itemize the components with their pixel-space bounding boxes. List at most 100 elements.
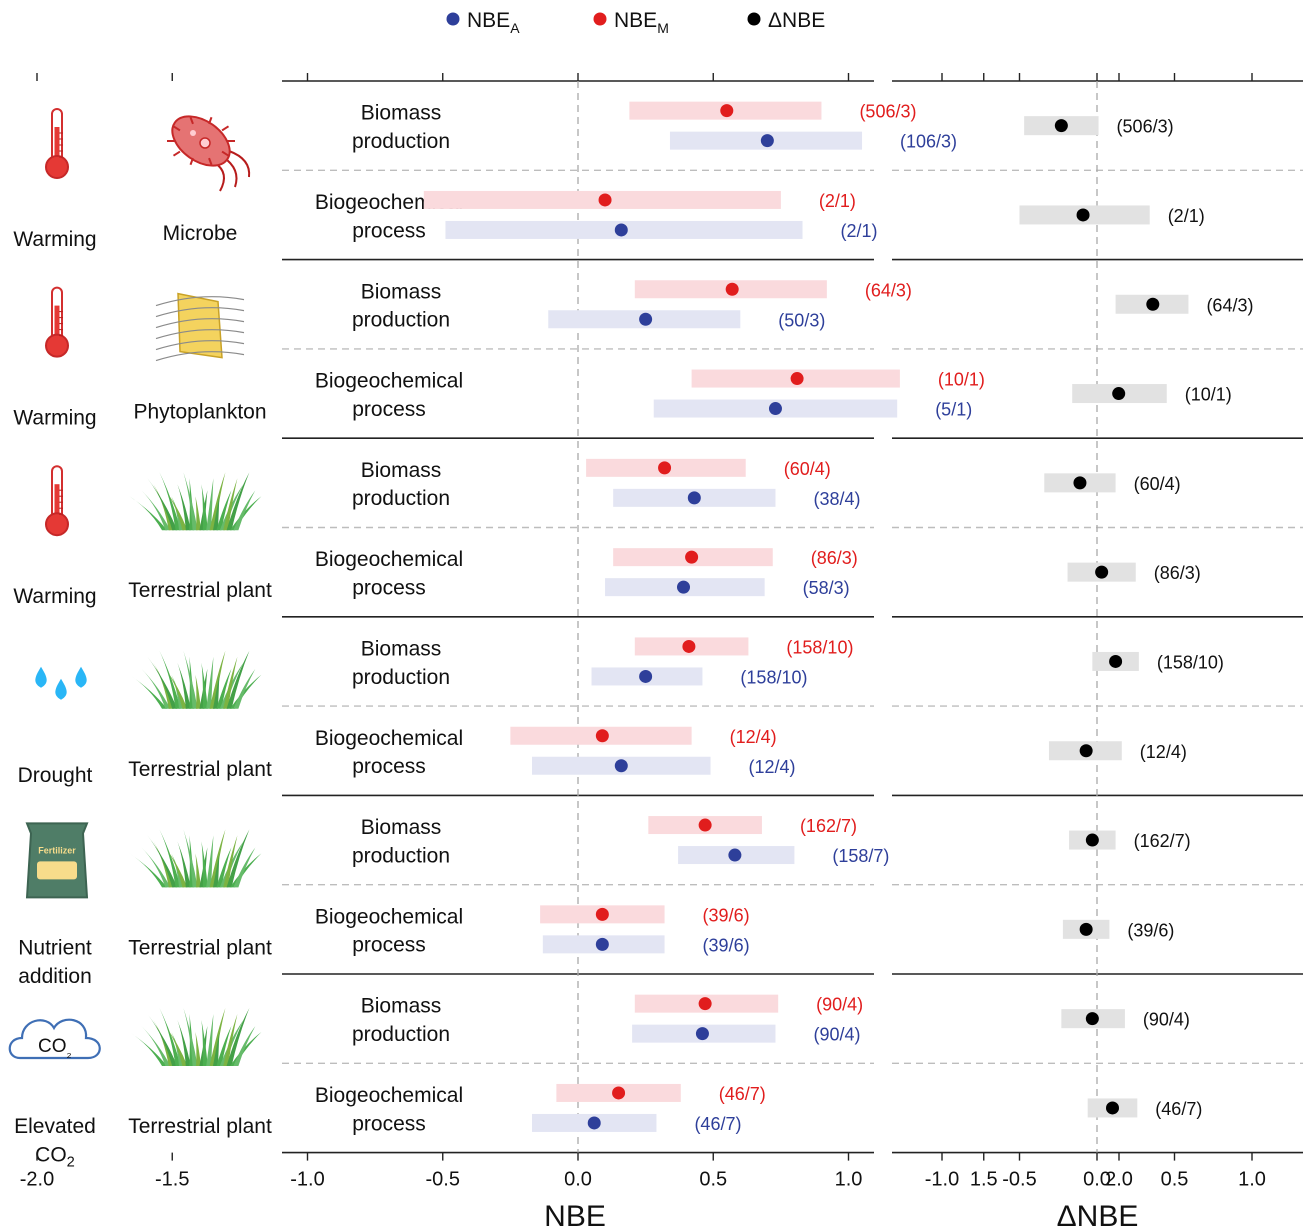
legend-label: NBEA bbox=[467, 9, 520, 36]
sample-size-label: (2/1) bbox=[819, 191, 856, 211]
estimate-point bbox=[639, 669, 653, 683]
estimate-point bbox=[1085, 1012, 1099, 1026]
delta-nbe-panel: -1.0 -0.5 0.0 0.5 1.0ΔNBE(506/3)(2/1)(64/3)(… bbox=[892, 73, 1303, 1230]
estimate-point bbox=[698, 818, 712, 832]
sample-size-label: (506/3) bbox=[1117, 117, 1174, 137]
sample-size-label: (58/3) bbox=[803, 578, 850, 598]
response-type-label: Biogeochemical process bbox=[315, 370, 463, 421]
estimate-point bbox=[725, 282, 739, 296]
fertilizer-bag-icon: Fertilizer bbox=[25, 822, 89, 899]
nbe-panel: -2.0 -1.5 -1.0 -0.5 0.0 0.5 1.0 1.5 2.0 NBE (506/3… bbox=[20, 73, 1133, 1230]
series-nbem: (506/3) (2/1) (64/3) (10/1) (60/4) (86/3) (158… bbox=[423, 101, 985, 1104]
sample-size-label: (86/3) bbox=[1154, 563, 1201, 583]
estimate-point bbox=[695, 1027, 709, 1041]
co2-cloud-text-subscript: ₂ bbox=[67, 1045, 72, 1060]
estimate-point bbox=[1054, 119, 1068, 133]
co2-cloud-text-base: CO bbox=[38, 1036, 67, 1057]
response-type-labels: Biomass production Biogeochemical process Bi… bbox=[315, 102, 463, 1136]
organism-label: Terrestrial plant bbox=[128, 579, 272, 602]
bacterium-icon bbox=[167, 115, 251, 192]
estimate-point bbox=[698, 997, 712, 1011]
series-nbea: (106/3) (2/1) (50/3) (5/1) (38/4) (58/3) (158/… bbox=[445, 131, 972, 1134]
estimate-point bbox=[614, 759, 628, 773]
estimate-point bbox=[728, 848, 742, 862]
estimate-point bbox=[1079, 744, 1093, 758]
sample-size-label: (90/4) bbox=[816, 995, 863, 1015]
response-type-label: Biogeochemical process bbox=[315, 905, 463, 956]
legend-label: ΔNBE bbox=[768, 9, 825, 32]
sample-size-label: (12/4) bbox=[1140, 742, 1187, 762]
x-tick-label: 0.5 bbox=[699, 1169, 727, 1191]
response-type-label: Biomass production bbox=[352, 995, 450, 1046]
estimate-point bbox=[685, 550, 699, 564]
organism-label: Microbe bbox=[163, 222, 238, 245]
response-type-label: Biomass production bbox=[352, 816, 450, 867]
sample-size-label: (60/4) bbox=[1134, 474, 1181, 494]
fertilizer-bag-text: Fertilizer bbox=[38, 845, 76, 855]
organism-label: Terrestrial plant bbox=[128, 1115, 272, 1138]
stressor-label: Nutrient addition bbox=[18, 936, 92, 987]
group-labels: Warming Phytoplankton bbox=[13, 286, 267, 430]
water-drops-icon bbox=[35, 666, 87, 700]
group-labels: Warming Terrestrial plant bbox=[13, 465, 272, 608]
grass-icon bbox=[129, 1008, 262, 1066]
estimate-point bbox=[587, 1116, 601, 1130]
organism-label: Phytoplankton bbox=[133, 401, 266, 424]
response-type-label: Biomass production bbox=[352, 280, 450, 331]
x-tick-label: 1.0 bbox=[835, 1169, 863, 1191]
sample-size-label: (158/10) bbox=[1157, 652, 1224, 672]
estimate-point bbox=[639, 312, 653, 326]
legend-label-subscript: A bbox=[510, 20, 520, 36]
estimate-point bbox=[1079, 922, 1093, 936]
x-tick-label: 1.5 bbox=[970, 1169, 998, 1191]
legend-label-base: NBE bbox=[614, 9, 657, 32]
sample-size-label: (60/4) bbox=[784, 459, 831, 479]
legend-marker bbox=[593, 12, 607, 26]
legend-item: ΔNBE bbox=[747, 9, 825, 32]
estimate-point bbox=[595, 907, 609, 921]
estimate-point bbox=[790, 372, 804, 386]
sample-size-label: (12/4) bbox=[730, 727, 777, 747]
stressor-organism-column: Warming Microbe Warming Phytoplankton Warmin… bbox=[8, 108, 272, 1170]
sample-size-label: (39/6) bbox=[703, 935, 750, 955]
sample-size-label: (158/10) bbox=[786, 637, 853, 657]
stressor-label: Drought bbox=[18, 764, 93, 787]
sample-size-label: (39/6) bbox=[703, 905, 750, 925]
sample-size-label: (86/3) bbox=[811, 548, 858, 568]
estimate-point bbox=[1095, 565, 1109, 579]
x-tick-label: 2.0 bbox=[1105, 1169, 1133, 1191]
estimate-point bbox=[687, 491, 701, 505]
x-tick-label: 0.0 bbox=[1083, 1169, 1111, 1191]
legend-label-subscript: M bbox=[657, 20, 669, 36]
estimate-point bbox=[720, 104, 734, 118]
x-tick-label: -1.0 bbox=[925, 1169, 959, 1191]
estimate-point bbox=[682, 639, 696, 653]
sample-size-label: (12/4) bbox=[749, 757, 796, 777]
x-tick-label: -1.0 bbox=[290, 1169, 324, 1191]
stressor-label: Elevated CO2 bbox=[14, 1115, 96, 1170]
group-labels: CO₂ Elevated CO2 Terrestrial plant bbox=[8, 1008, 272, 1170]
x-axis-title: ΔNBE bbox=[1057, 1200, 1139, 1230]
estimate-point bbox=[595, 729, 609, 743]
estimate-point bbox=[1109, 654, 1123, 668]
stressor-label: Warming bbox=[13, 407, 96, 430]
sample-size-label: (2/1) bbox=[1168, 206, 1205, 226]
legend-label: NBEM bbox=[614, 9, 669, 36]
sample-size-label: (158/7) bbox=[832, 846, 889, 866]
sample-size-label: (64/3) bbox=[865, 280, 912, 300]
response-type-label: Biogeochemical process bbox=[315, 727, 463, 778]
sample-size-label: (46/7) bbox=[694, 1114, 741, 1134]
estimate-point bbox=[1085, 833, 1099, 847]
sample-size-label: (64/3) bbox=[1206, 295, 1253, 315]
estimate-point bbox=[614, 223, 628, 237]
organism-label: Terrestrial plant bbox=[128, 758, 272, 781]
sample-size-label: (5/1) bbox=[935, 400, 972, 420]
legend-item: NBEM bbox=[593, 9, 669, 36]
sample-size-label: (106/3) bbox=[900, 132, 957, 152]
estimate-point bbox=[1146, 297, 1160, 311]
organism-label: Terrestrial plant bbox=[128, 936, 272, 959]
legend-label-base: ΔNBE bbox=[768, 9, 825, 32]
estimate-point bbox=[768, 402, 782, 416]
sample-size-label: (162/7) bbox=[1134, 831, 1191, 851]
